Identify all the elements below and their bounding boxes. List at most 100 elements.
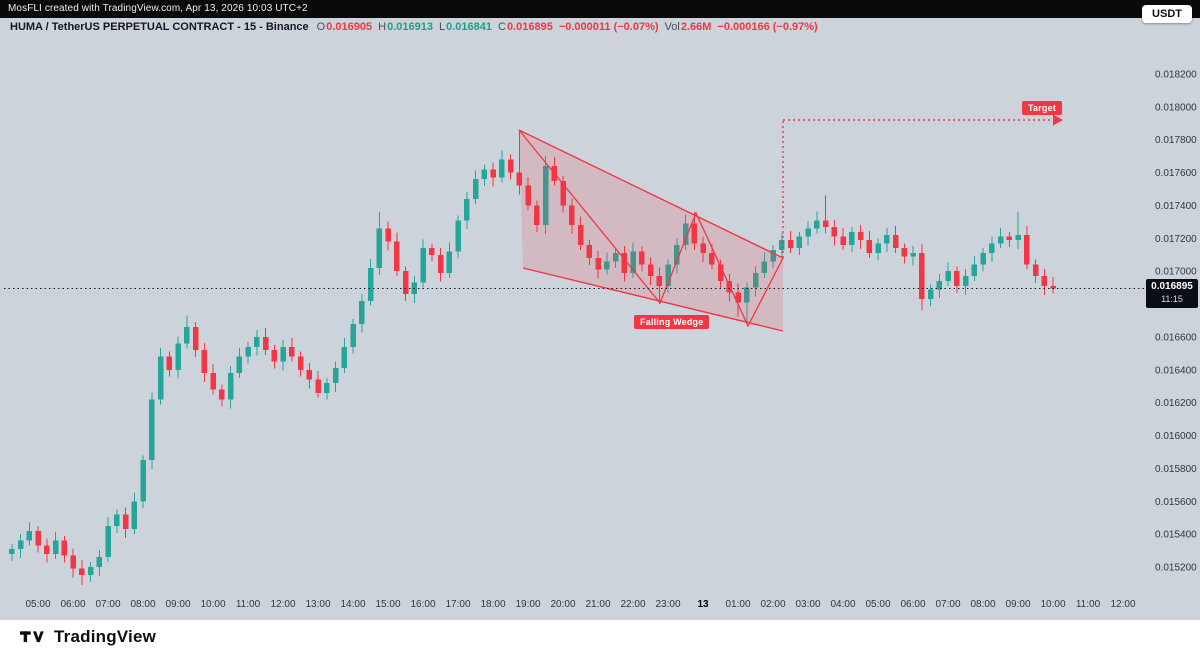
candle-body[interactable]	[639, 251, 645, 265]
candle-body[interactable]	[1015, 235, 1021, 240]
candle-body[interactable]	[1006, 236, 1013, 240]
candle-body[interactable]	[166, 356, 173, 370]
candle-body[interactable]	[980, 253, 986, 265]
candle-body[interactable]	[604, 261, 610, 270]
candle-body[interactable]	[429, 248, 435, 255]
candle-body[interactable]	[157, 356, 164, 400]
candle-body[interactable]	[140, 460, 146, 502]
candle-body[interactable]	[280, 346, 286, 362]
candle-body[interactable]	[595, 258, 601, 270]
candle-body[interactable]	[884, 235, 890, 244]
candle-body[interactable]	[17, 540, 24, 549]
candle-body[interactable]	[61, 540, 68, 556]
candle-body[interactable]	[866, 239, 873, 254]
candle-body[interactable]	[472, 179, 479, 199]
candle-body[interactable]	[219, 389, 225, 400]
target-line-drawing[interactable]	[782, 114, 1063, 259]
candle-body[interactable]	[201, 350, 208, 374]
candle-body[interactable]	[297, 356, 304, 370]
candle-body[interactable]	[481, 169, 488, 180]
candle-body[interactable]	[709, 253, 715, 265]
candle-body[interactable]	[779, 239, 785, 250]
candle-body[interactable]	[227, 373, 234, 400]
candle-body[interactable]	[332, 368, 339, 383]
candle-body[interactable]	[674, 244, 680, 265]
candle-body[interactable]	[717, 264, 724, 282]
candle-body[interactable]	[1050, 285, 1056, 289]
candle-body[interactable]	[569, 205, 575, 226]
candle-body[interactable]	[630, 251, 636, 273]
candle-body[interactable]	[122, 514, 129, 530]
candle-body[interactable]	[184, 327, 190, 344]
wedge-trendline[interactable]	[518, 129, 784, 259]
candle-body[interactable]	[621, 253, 628, 273]
candle-body[interactable]	[96, 557, 103, 567]
candle-body[interactable]	[805, 228, 811, 237]
candle-body[interactable]	[52, 540, 59, 554]
candle-body[interactable]	[70, 555, 76, 569]
candle-body[interactable]	[35, 530, 41, 546]
candle-body[interactable]	[516, 172, 523, 186]
candle-body[interactable]	[420, 248, 426, 283]
candle-body[interactable]	[1041, 276, 1048, 286]
candle-body[interactable]	[936, 281, 943, 290]
candle-body[interactable]	[691, 223, 698, 244]
target-label[interactable]: Target	[1022, 101, 1063, 115]
candle-body[interactable]	[464, 198, 470, 221]
candle-body[interactable]	[682, 223, 689, 245]
falling-wedge-label[interactable]: Falling Wedge	[634, 315, 710, 329]
candle-body[interactable]	[901, 248, 908, 257]
candle-body[interactable]	[989, 243, 995, 254]
candle-body[interactable]	[796, 236, 803, 249]
candle-body[interactable]	[262, 336, 269, 351]
candle-body[interactable]	[149, 399, 155, 461]
candle-body[interactable]	[910, 253, 916, 257]
candle-body[interactable]	[79, 568, 85, 576]
candle-body[interactable]	[665, 264, 671, 286]
candle-body[interactable]	[324, 382, 330, 393]
candle-body[interactable]	[490, 169, 496, 178]
candle-body[interactable]	[954, 271, 960, 286]
candle-body[interactable]	[534, 205, 540, 226]
candle-body[interactable]	[770, 249, 776, 262]
candle-body[interactable]	[499, 159, 505, 178]
candle-body[interactable]	[840, 236, 846, 245]
candle-body[interactable]	[114, 514, 120, 526]
candle-body[interactable]	[962, 276, 969, 286]
candle-body[interactable]	[971, 264, 978, 277]
candle-body[interactable]	[612, 253, 619, 262]
candle-body[interactable]	[455, 220, 461, 252]
tradingview-logo-icon[interactable]	[20, 629, 46, 645]
candle-body[interactable]	[735, 292, 741, 303]
candle-body[interactable]	[1024, 235, 1030, 265]
candle-body[interactable]	[87, 567, 94, 576]
candle-body[interactable]	[402, 271, 409, 295]
candle-body[interactable]	[376, 228, 383, 268]
candle-body[interactable]	[927, 289, 934, 300]
candle-body[interactable]	[560, 180, 566, 206]
candle-body[interactable]	[9, 548, 15, 554]
candle-body[interactable]	[726, 281, 733, 293]
candle-body[interactable]	[105, 525, 111, 558]
candle-body[interactable]	[359, 300, 365, 324]
candle-body[interactable]	[289, 346, 295, 357]
candle-body[interactable]	[787, 239, 794, 249]
candle-body[interactable]	[945, 271, 951, 282]
symbol-title[interactable]: HUMA / TetherUS PERPETUAL CONTRACT - 15 …	[10, 21, 309, 33]
candle-body[interactable]	[997, 236, 1004, 244]
candle-body[interactable]	[892, 235, 899, 249]
candle-body[interactable]	[236, 356, 243, 374]
candle-body[interactable]	[849, 231, 855, 245]
candle-body[interactable]	[875, 243, 881, 254]
candle-body[interactable]	[341, 346, 348, 369]
candle-body[interactable]	[1032, 264, 1039, 277]
candle-body[interactable]	[831, 226, 838, 237]
candle-body[interactable]	[577, 225, 584, 245]
wedge-trendline[interactable]	[522, 267, 784, 332]
candle-body[interactable]	[394, 241, 400, 272]
candle-body[interactable]	[306, 369, 313, 380]
candle-body[interactable]	[210, 373, 216, 390]
currency-toggle-button[interactable]: USDT	[1142, 5, 1192, 23]
price-axis[interactable]: 0.018200 0.018000 0.017800 0.017600 0.017400…	[1155, 70, 1197, 574]
